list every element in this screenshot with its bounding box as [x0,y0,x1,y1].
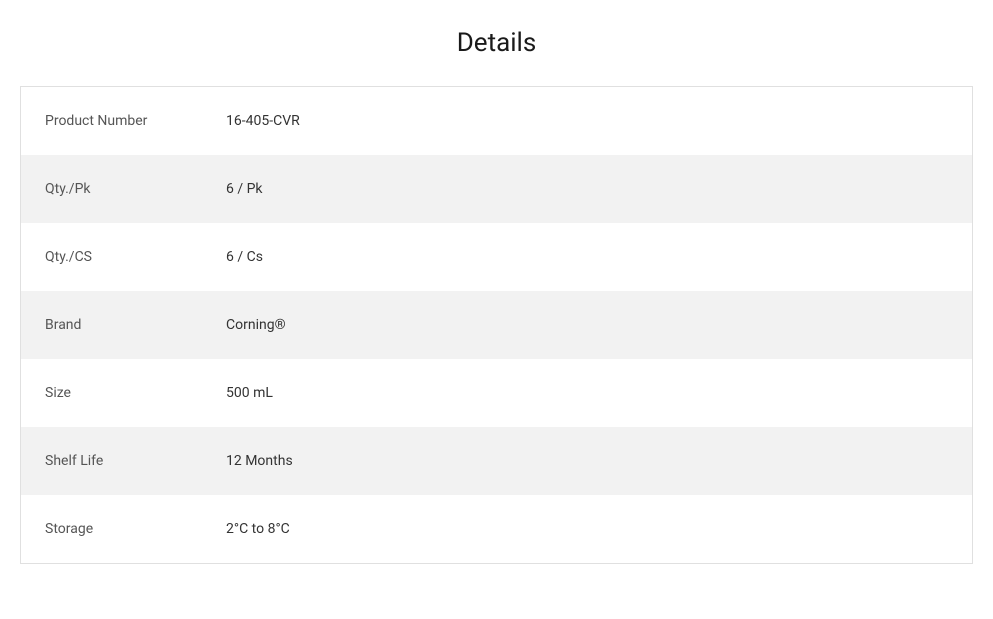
row-label: Storage [21,495,226,563]
table-row: Qty./CS 6 / Cs [21,223,972,291]
row-value: 2°C to 8°C [226,495,972,563]
row-value: Corning® [226,291,972,359]
table-row: Storage 2°C to 8°C [21,495,972,563]
table-row: Shelf Life 12 Months [21,427,972,495]
row-value: 6 / Pk [226,155,972,223]
row-value: 16-405-CVR [226,87,972,155]
details-container: Details Product Number 16-405-CVR Qty./P… [20,28,973,564]
table-row: Brand Corning® [21,291,972,359]
table-row: Size 500 mL [21,359,972,427]
row-label: Size [21,359,226,427]
row-label: Qty./Pk [21,155,226,223]
table-row: Qty./Pk 6 / Pk [21,155,972,223]
row-label: Shelf Life [21,427,226,495]
row-label: Product Number [21,87,226,155]
row-value: 12 Months [226,427,972,495]
row-value: 6 / Cs [226,223,972,291]
details-table: Product Number 16-405-CVR Qty./Pk 6 / Pk… [20,86,973,564]
table-row: Product Number 16-405-CVR [21,87,972,155]
row-value: 500 mL [226,359,972,427]
page-title: Details [20,28,973,58]
row-label: Brand [21,291,226,359]
row-label: Qty./CS [21,223,226,291]
